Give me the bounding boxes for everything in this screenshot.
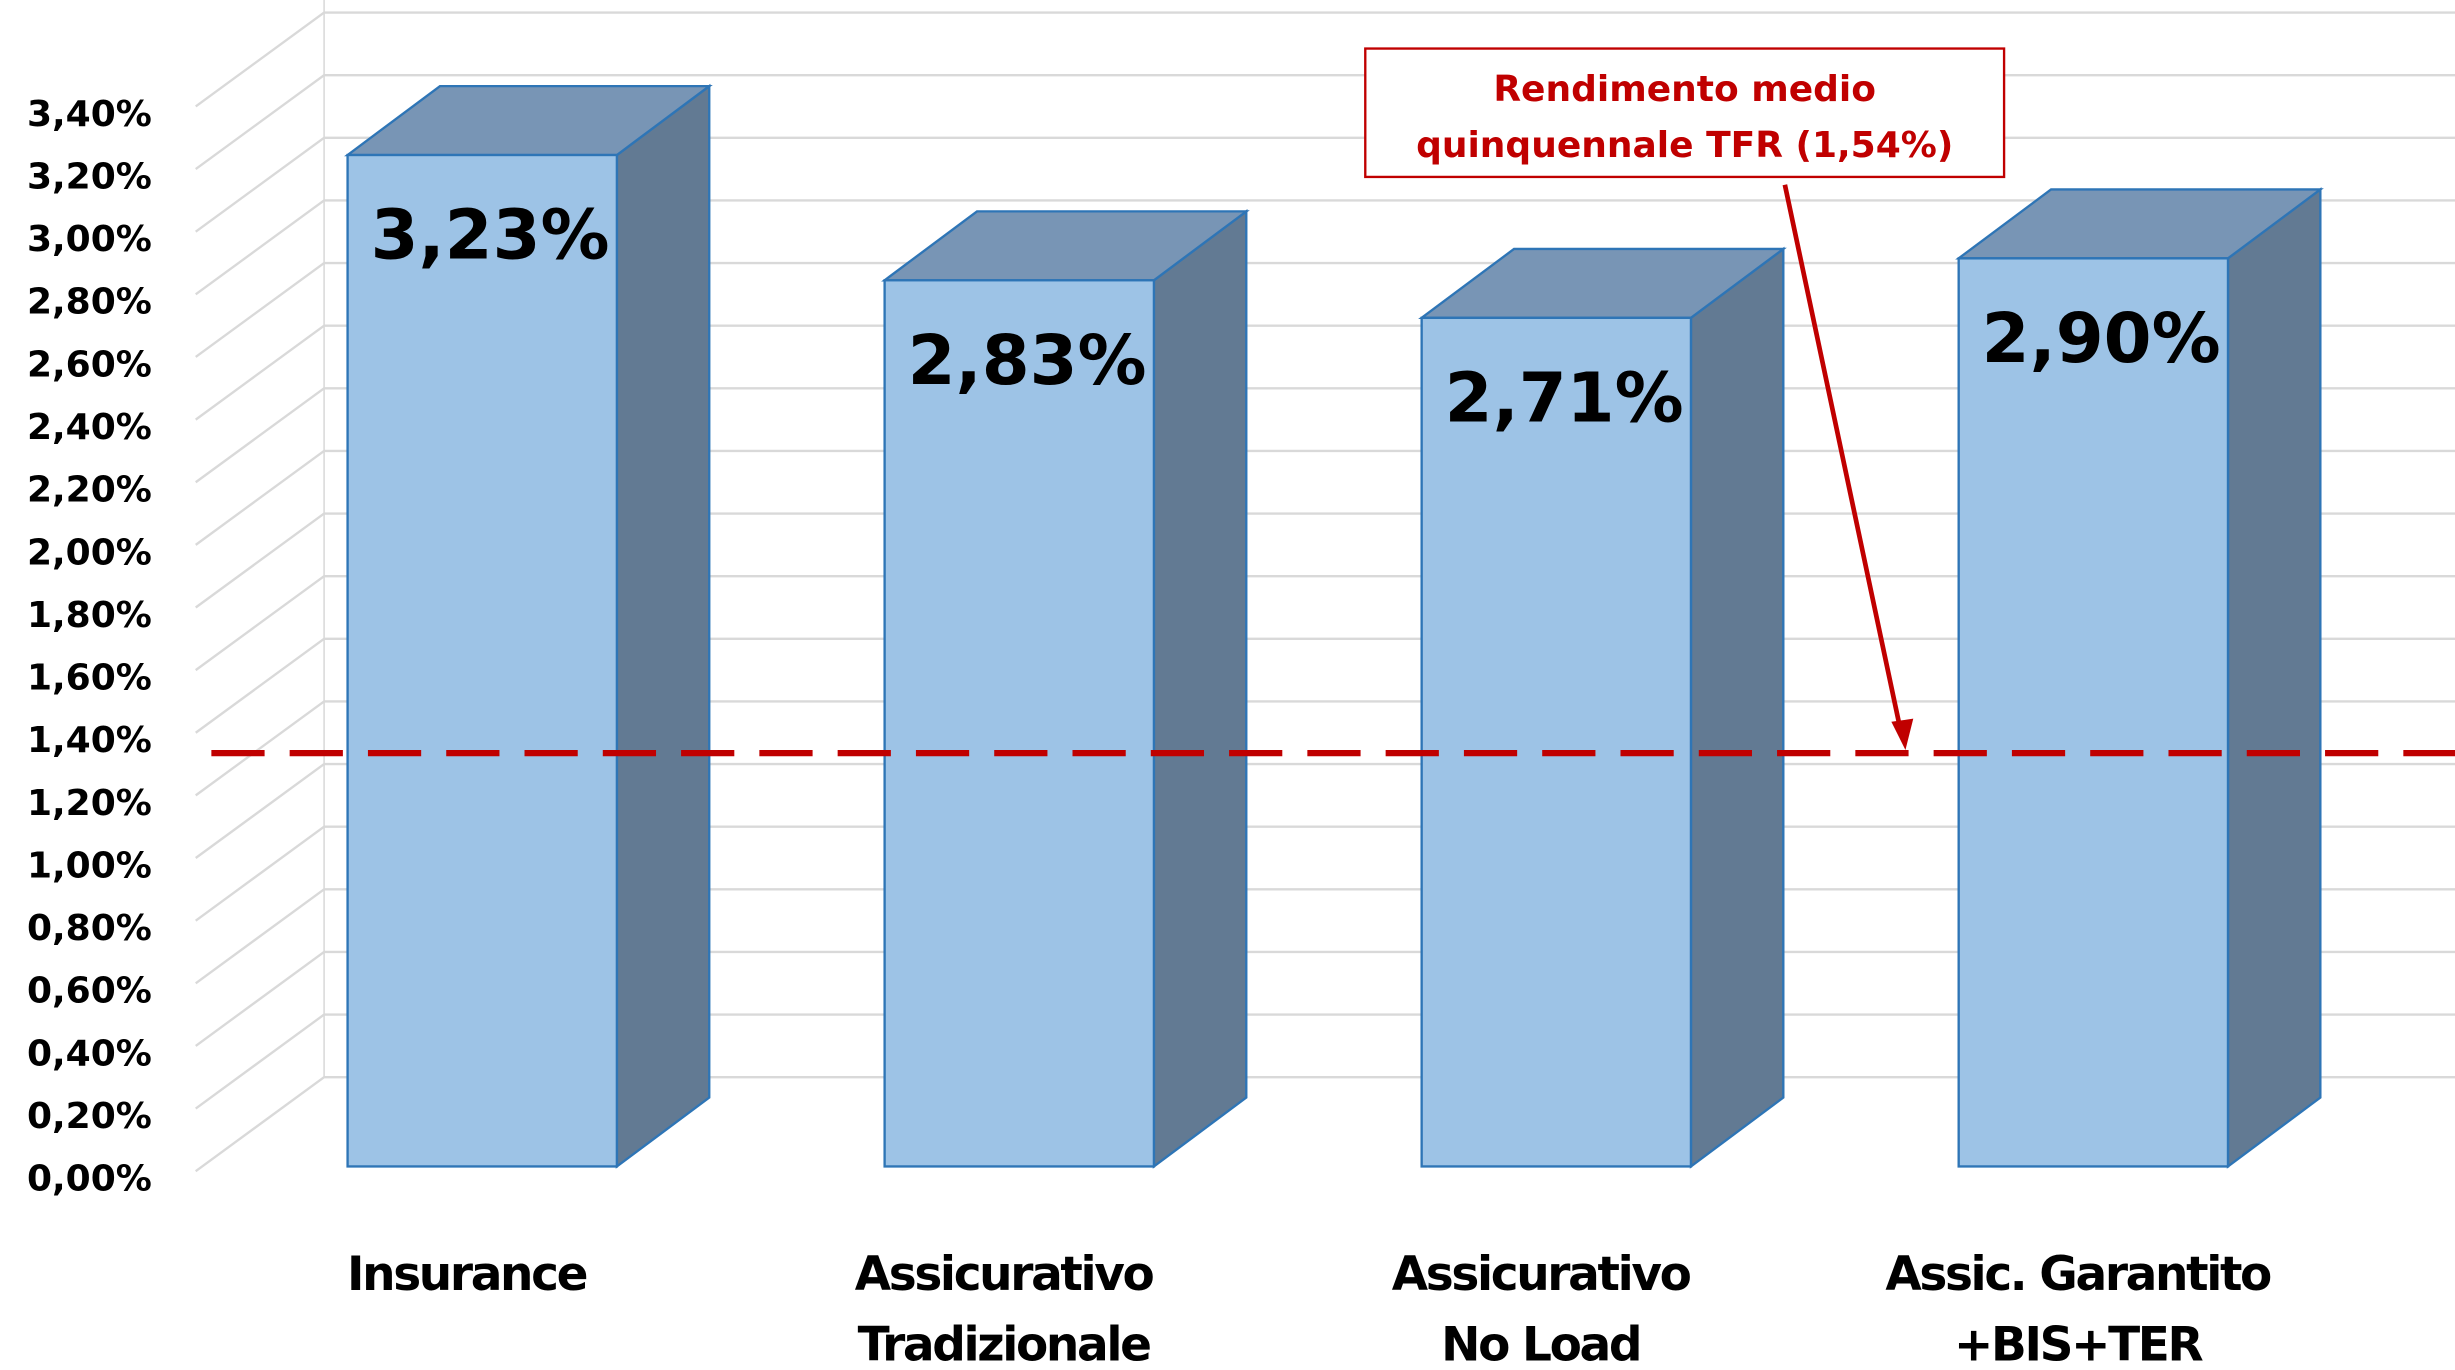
y-tick-label: 2,80% xyxy=(27,282,152,323)
value-label: 2,83% xyxy=(908,321,1147,401)
y-tick-label: 1,40% xyxy=(27,720,152,761)
y-tick-label: 0,20% xyxy=(27,1096,152,1137)
annotation: Rendimento medio xyxy=(1493,69,1876,110)
y-tick-label: 2,00% xyxy=(27,532,152,573)
y-tick-label: 2,20% xyxy=(27,470,152,511)
value-label: 3,23% xyxy=(371,196,610,276)
annotation: quinquennale TFR (1,54%) xyxy=(1416,125,1953,166)
y-tick-label: 1,20% xyxy=(27,783,152,824)
bar-side xyxy=(1152,209,1248,1169)
x-tick-label: Assicurativo xyxy=(855,1247,1154,1302)
x-tick-label: Assicurativo xyxy=(1392,1247,1691,1302)
annotation-box xyxy=(1364,47,2006,179)
bar xyxy=(346,153,619,1168)
x-tick-label: Tradizionale xyxy=(858,1318,1151,1370)
y-tick-label: 0,80% xyxy=(27,908,152,949)
x-tick-label: Assic. Garantito xyxy=(1885,1247,2271,1302)
arrow-head xyxy=(1891,718,1914,750)
bar-side xyxy=(2226,187,2322,1169)
value-label: 2,90% xyxy=(1982,299,2221,379)
bar-side xyxy=(615,83,711,1169)
y-tick-label: 2,60% xyxy=(27,344,152,385)
grid-line xyxy=(195,199,2455,296)
y-tick-label: 2,40% xyxy=(27,407,152,448)
x-tick-label: Insurance xyxy=(347,1247,587,1302)
bar xyxy=(883,279,1156,1168)
y-tick-label: 0,60% xyxy=(27,971,152,1012)
x-tick-label: No Load xyxy=(1441,1318,1640,1370)
y-tick-label: 1,00% xyxy=(27,845,152,886)
bar xyxy=(1957,257,2230,1168)
bar-side xyxy=(1689,246,1785,1169)
y-tick-label: 0,40% xyxy=(27,1033,152,1074)
y-tick-label: 1,60% xyxy=(27,658,152,699)
y-tick-label: 3,20% xyxy=(27,156,152,197)
x-tick-label: +BIS+TER xyxy=(1954,1318,2203,1370)
value-label: 2,71% xyxy=(1445,358,1684,438)
y-tick-label: 3,00% xyxy=(27,219,152,260)
plot: 0,00% 0,20% 0,40% 0,60% 0,80% 1,00% 1,20% 1,40%… xyxy=(27,0,2455,1370)
y-tick-label: 3,40% xyxy=(27,94,152,135)
grid-line xyxy=(195,11,2455,108)
y-tick-label: 1,80% xyxy=(27,595,152,636)
annotation-arrow xyxy=(1782,184,1904,732)
y-tick-label: 0,00% xyxy=(27,1159,152,1200)
bar xyxy=(1420,316,1693,1168)
